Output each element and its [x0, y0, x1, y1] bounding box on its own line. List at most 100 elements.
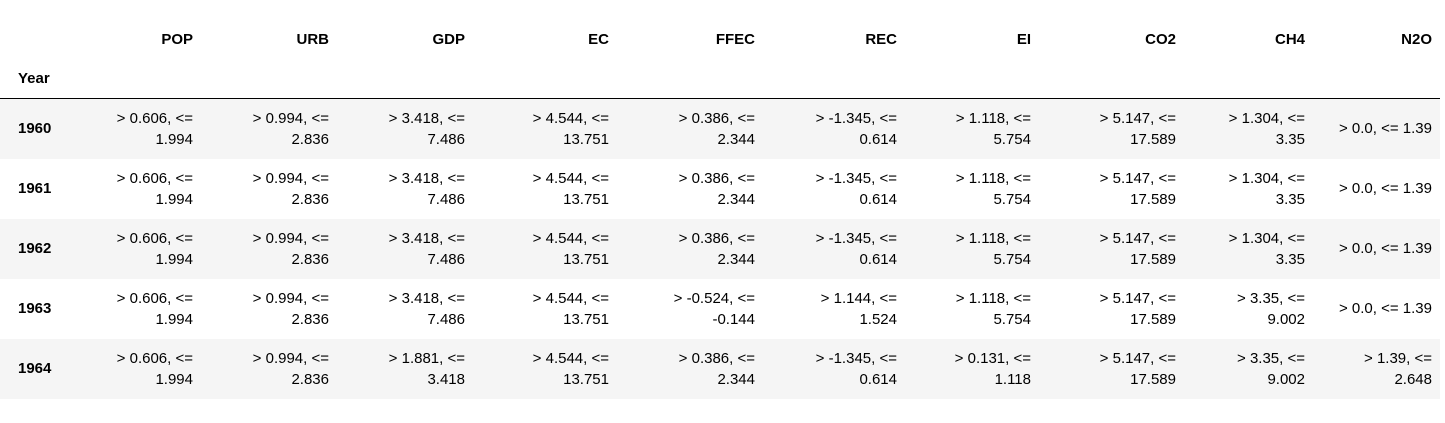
- table-cell: > 1.39, <= 2.648: [1313, 339, 1440, 399]
- table-row: 1962 > 0.606, <= 1.994 > 0.994, <= 2.836 > …: [0, 218, 1440, 279]
- table-cell: > 1.881, <= 3.418: [337, 339, 473, 399]
- cell-text: > 0.994, <= 2.836: [252, 289, 329, 328]
- empty-header-cell: [201, 58, 337, 99]
- empty-header-cell: [1313, 58, 1440, 99]
- column-header: N2O: [1401, 30, 1432, 48]
- table-cell: > 0.386, <= 2.344: [617, 159, 763, 219]
- table-cell: > 1.118, <= 5.754: [905, 219, 1039, 279]
- dataframe-table: POP URB GDP EC FFEC REC EI CO2 CH4 N2O Year 1960 >…: [0, 20, 1440, 399]
- cell-text: > -1.345, <= 0.614: [815, 109, 897, 148]
- table-cell: > 0.606, <= 1.994: [81, 99, 201, 159]
- table-cell: > 1.118, <= 5.754: [905, 279, 1039, 339]
- cell-text: > 0.386, <= 2.344: [678, 349, 755, 388]
- empty-header-cell: [905, 58, 1039, 99]
- table-cell: > 0.994, <= 2.836: [201, 219, 337, 279]
- cell-text: > 0.0, <= 1.39: [1339, 120, 1432, 138]
- table-cell: > 4.544, <= 13.751: [473, 219, 617, 279]
- table-cell: > 0.606, <= 1.994: [81, 219, 201, 279]
- table-cell: > 1.118, <= 5.754: [905, 159, 1039, 219]
- empty-header-cell: [81, 58, 201, 99]
- cell-text: > 0.606, <= 1.994: [116, 229, 193, 268]
- corner-cell: [0, 20, 81, 58]
- cell-text: > 0.994, <= 2.836: [252, 349, 329, 388]
- cell-text: > 5.147, <= 17.589: [1099, 109, 1176, 148]
- table-cell: > 3.35, <= 9.002: [1184, 279, 1313, 339]
- cell-text: > 0.994, <= 2.836: [252, 109, 329, 148]
- table-cell: > -1.345, <= 0.614: [763, 159, 905, 219]
- table-cell: > 4.544, <= 13.751: [473, 279, 617, 339]
- row-label: 1960: [18, 120, 52, 138]
- table-cell: > 0.994, <= 2.836: [201, 159, 337, 219]
- cell-text: > 4.544, <= 13.751: [532, 349, 609, 388]
- cell-text: > 4.544, <= 13.751: [532, 289, 609, 328]
- cell-text: > 0.0, <= 1.39: [1339, 180, 1432, 197]
- table-cell: > -1.345, <= 0.614: [763, 219, 905, 279]
- cell-text: > 1.881, <= 3.418: [388, 349, 465, 388]
- table-cell: > -1.345, <= 0.614: [763, 339, 905, 399]
- empty-header-cell: [763, 58, 905, 99]
- cell-text: > 1.118, <= 5.754: [955, 289, 1031, 328]
- cell-text: > 0.386, <= 2.344: [678, 109, 755, 148]
- table-row: 1960 > 0.606, <= 1.994 > 0.994, <= 2.836 > …: [0, 98, 1440, 159]
- cell-text: > 3.35, <= 9.002: [1237, 289, 1305, 328]
- cell-text: > 0.606, <= 1.994: [116, 109, 193, 148]
- index-name: Year: [18, 69, 50, 87]
- table-cell: > -1.345, <= 0.614: [763, 99, 905, 159]
- cell-text: > 1.304, <= 3.35: [1228, 109, 1305, 148]
- cell-text: > 0.386, <= 2.344: [678, 169, 755, 208]
- cell-text: > 4.544, <= 13.751: [532, 169, 609, 208]
- cell-text: > 3.418, <= 7.486: [388, 169, 465, 208]
- cell-text: > 1.118, <= 5.754: [955, 229, 1031, 268]
- column-header: REC: [865, 30, 897, 48]
- empty-header-cell: [617, 58, 763, 99]
- table-cell: > 5.147, <= 17.589: [1039, 219, 1184, 279]
- cell-text: > 3.418, <= 7.486: [388, 289, 465, 328]
- table-cell: > 3.35, <= 9.002: [1184, 339, 1313, 399]
- column-header: CH4: [1274, 30, 1305, 48]
- column-header: URB: [296, 30, 330, 48]
- table-cell: > 1.144, <= 1.524: [763, 279, 905, 339]
- table-cell: > 3.418, <= 7.486: [337, 219, 473, 279]
- table-cell: > 0.994, <= 2.836: [201, 99, 337, 159]
- table-cell: > 3.418, <= 7.486: [337, 279, 473, 339]
- row-label: 1962: [18, 240, 52, 257]
- cell-text: > 0.606, <= 1.994: [116, 169, 193, 208]
- table-cell: > 1.304, <= 3.35: [1184, 219, 1313, 279]
- table-cell: > 1.304, <= 3.35: [1184, 99, 1313, 159]
- column-header: CO2: [1145, 30, 1176, 48]
- cell-text: > 0.131, <= 1.118: [954, 349, 1031, 388]
- cell-text: > 1.144, <= 1.524: [820, 289, 897, 328]
- table-cell: > 0.606, <= 1.994: [81, 159, 201, 219]
- empty-header-cell: [1039, 58, 1184, 99]
- table-cell: > 0.994, <= 2.836: [201, 339, 337, 399]
- table-cell: > 0.0, <= 1.39: [1313, 99, 1440, 159]
- table-cell: > 3.418, <= 7.486: [337, 159, 473, 219]
- cell-text: > 5.147, <= 17.589: [1099, 229, 1176, 268]
- table-body: 1960 > 0.606, <= 1.994 > 0.994, <= 2.836 > …: [0, 98, 1440, 399]
- table-row: 1963 > 0.606, <= 1.994 > 0.994, <= 2.836 > …: [0, 279, 1440, 339]
- cell-text: > 5.147, <= 17.589: [1099, 349, 1176, 388]
- table-cell: > -0.524, <= -0.144: [617, 279, 763, 339]
- index-name-row: Year: [0, 58, 1440, 99]
- cell-text: > 0.994, <= 2.836: [252, 169, 329, 208]
- empty-header-cell: [473, 58, 617, 99]
- column-header: GDP: [432, 30, 465, 48]
- page: POP URB GDP EC FFEC REC EI CO2 CH4 N2O Year 1960 >…: [0, 20, 1445, 423]
- empty-header-cell: [337, 58, 473, 99]
- table-cell: > 3.418, <= 7.486: [337, 99, 473, 159]
- table-cell: > 0.386, <= 2.344: [617, 99, 763, 159]
- table-cell: > 0.606, <= 1.994: [81, 339, 201, 399]
- table-cell: > 4.544, <= 13.751: [473, 99, 617, 159]
- empty-header-cell: [1184, 58, 1313, 99]
- cell-text: > 5.147, <= 17.589: [1099, 289, 1176, 328]
- cell-text: > 4.544, <= 13.751: [532, 229, 609, 268]
- cell-text: > 4.544, <= 13.751: [532, 109, 609, 148]
- table-cell: > 5.147, <= 17.589: [1039, 339, 1184, 399]
- row-label: 1963: [18, 300, 52, 317]
- cell-text: > 1.304, <= 3.35: [1228, 169, 1305, 208]
- table-cell: > 1.304, <= 3.35: [1184, 159, 1313, 219]
- column-header: POP: [161, 30, 193, 48]
- column-header-row: POP URB GDP EC FFEC REC EI CO2 CH4 N2O: [0, 20, 1440, 58]
- cell-text: > -0.524, <= -0.144: [673, 289, 755, 328]
- cell-text: > 3.418, <= 7.486: [388, 229, 465, 268]
